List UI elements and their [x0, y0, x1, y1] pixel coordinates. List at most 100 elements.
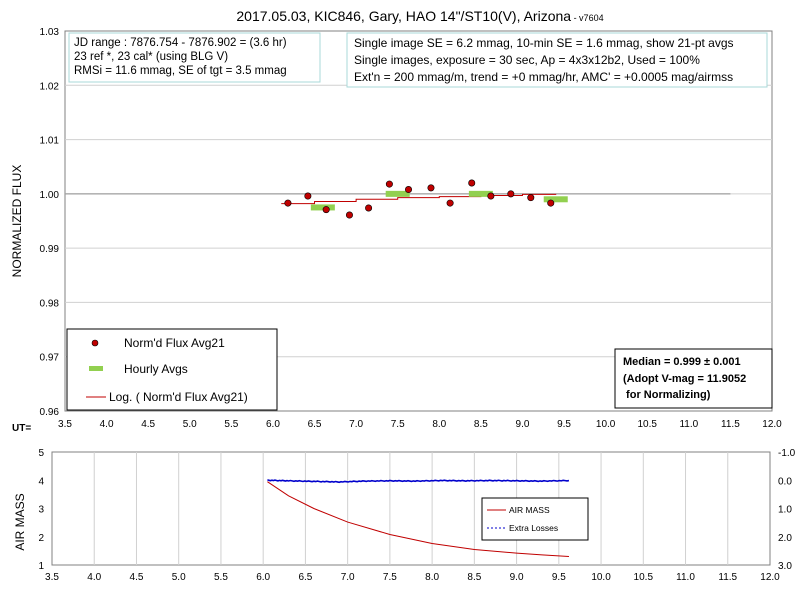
flux-x-tick-label: 9.0	[516, 419, 530, 430]
hourly-avg-bar	[468, 190, 493, 197]
airmass-y2-tick-label: 3.0	[778, 561, 792, 572]
airmass-x-tick-label: 9.5	[552, 572, 566, 583]
info-right-line-2: Single images, exposure = 30 sec, Ap = 4…	[354, 53, 700, 67]
info-left-line-1: JD range : 7876.754 - 7876.902 = (3.6 hr…	[74, 37, 287, 49]
legend-extra-label: Extra Losses	[509, 523, 558, 533]
airmass-legend: AIR MASS Extra Losses	[481, 497, 589, 541]
airmass-plot-area	[51, 451, 771, 566]
flux-y-tick-label: 1.02	[40, 81, 60, 92]
hourly-avg-bar	[385, 190, 410, 197]
flux-legend: Norm'd Flux Avg21 Hourly Avgs Log. ( Nor…	[66, 328, 278, 411]
ut-label: UT=	[12, 423, 31, 434]
flux-point	[365, 204, 373, 212]
flux-x-tick-label: 4.0	[100, 419, 114, 430]
airmass-x-tick-label: 8.5	[467, 572, 481, 583]
airmass-y-tick-label: 5	[38, 448, 44, 459]
median-box: Median = 0.999 ± 0.001 (Adopt V-mag = 11…	[614, 348, 773, 409]
airmass-y-tick-label: 4	[38, 476, 44, 487]
median-line-3: for Normalizing)	[623, 389, 711, 401]
flux-y-tick-label: 1.01	[40, 136, 60, 147]
flux-x-tick-label: 11.5	[721, 419, 740, 430]
chart-title: 2017.05.03, KIC846, Gary, HAO 14"/ST10(V…	[236, 8, 603, 24]
legend-trend-label: Log. ( Norm'd Flux Avg21)	[109, 390, 248, 404]
flux-x-tick-label: 10.0	[596, 419, 616, 430]
flux-x-tick-label: 6.0	[266, 419, 280, 430]
flux-x-tick-label: 9.5	[557, 419, 571, 430]
legend-flux-label: Norm'd Flux Avg21	[124, 336, 225, 350]
flux-x-ticks: 3.5 4.0 4.5 5.0 5.5 6.0 6.5 7.0 7.5 8.0 8.5 9.0 9.5 1…	[58, 419, 782, 430]
flux-point	[284, 199, 292, 207]
info-box-left: JD range : 7876.754 - 7876.902 = (3.6 hr…	[68, 32, 321, 83]
info-box-right: Single image SE = 6.2 mmag, 10-min SE = …	[346, 32, 768, 88]
flux-x-tick-label: 10.5	[638, 419, 658, 430]
flux-x-tick-label: 8.0	[432, 419, 446, 430]
airmass-y-tick-label: 2	[38, 533, 44, 544]
flux-x-tick-label: 12.0	[762, 419, 782, 430]
extra-losses-line	[267, 479, 570, 484]
flux-point	[427, 184, 435, 192]
flux-point	[345, 211, 353, 219]
info-left-line-3: RMSi = 11.6 mmag, SE of tgt = 3.5 mmag	[74, 65, 287, 77]
airmass-x-tick-label: 5.5	[214, 572, 228, 583]
flux-point	[304, 192, 312, 200]
airmass-y2-tick-label: 2.0	[778, 533, 792, 544]
flux-point	[405, 186, 413, 194]
airmass-x-tick-label: 11.0	[676, 572, 695, 583]
flux-point	[385, 180, 393, 188]
flux-x-tick-label: 11.0	[679, 419, 698, 430]
airmass-y2-tick-label: -1.0	[778, 448, 796, 459]
airmass-y2-ticks: -1.0 0.0 1.0 2.0 3.0	[778, 448, 796, 572]
flux-y-axis-title: NORMALIZED FLUX	[10, 165, 24, 278]
hourly-avgs	[310, 190, 568, 211]
airmass-y2-tick-label: 1.0	[778, 505, 792, 516]
median-line-2: (Adopt V-mag = 11.9052	[623, 373, 746, 385]
airmass-y-axis-title: AIR MASS	[13, 493, 27, 550]
airmass-x-tick-label: 4.0	[87, 572, 101, 583]
flux-point	[527, 194, 535, 202]
airmass-y-tick-label: 1	[38, 561, 44, 572]
flux-x-tick-label: 7.0	[349, 419, 363, 430]
airmass-x-tick-label: 6.0	[256, 572, 270, 583]
airmass-x-tick-label: 7.5	[383, 572, 397, 583]
hourly-avg-bar	[310, 204, 335, 211]
flux-y-tick-label: 0.98	[40, 298, 60, 309]
flux-y-tick-label: 0.97	[40, 353, 60, 364]
flux-point	[547, 199, 555, 207]
flux-x-tick-label: 5.5	[224, 419, 238, 430]
airmass-x-tick-label: 11.5	[718, 572, 737, 583]
airmass-x-tick-label: 9.0	[510, 572, 524, 583]
flux-y-tick-label: 0.99	[40, 244, 60, 255]
airmass-plot: 3.5 4.0 4.5 5.0 5.5 6.0 6.5 7.0 7.5 8.0 8.5 9.0 9.5 1…	[13, 448, 796, 583]
median-line-1: Median = 0.999 ± 0.001	[623, 356, 741, 368]
flux-point	[446, 199, 454, 207]
legend-hourly-marker	[89, 366, 103, 371]
trend-line	[281, 193, 557, 205]
info-left-line-2: 23 ref *, 23 cal* (using BLG V)	[74, 51, 228, 63]
flux-point	[322, 206, 330, 214]
airmass-y-ticks: 1 2 3 4 5	[38, 448, 44, 572]
legend-airmass-label: AIR MASS	[509, 505, 550, 515]
flux-x-tick-label: 4.5	[141, 419, 155, 430]
flux-point	[507, 190, 515, 198]
flux-x-tick-label: 3.5	[58, 419, 72, 430]
airmass-x-tick-label: 10.0	[591, 572, 611, 583]
airmass-x-tick-label: 5.0	[172, 572, 186, 583]
airmass-y2-tick-label: 0.0	[778, 476, 792, 487]
airmass-x-tick-label: 7.0	[341, 572, 355, 583]
flux-points	[284, 179, 555, 219]
legend-hourly-label: Hourly Avgs	[124, 362, 188, 376]
chart-title-version: - v7604	[571, 13, 604, 23]
flux-y-ticks: 0.96 0.97 0.98 0.99 1.00 1.01 1.02 1.03	[40, 27, 60, 418]
flux-y-tick-label: 1.00	[40, 190, 60, 201]
airmass-x-tick-label: 10.5	[634, 572, 654, 583]
airmass-x-tick-label: 8.0	[425, 572, 439, 583]
flux-y-tick-label: 1.03	[40, 27, 60, 38]
info-right-line-3: Ext'n = 200 mmag/m, trend = +0 mmag/hr, …	[354, 70, 733, 84]
info-right-line-1: Single image SE = 6.2 mmag, 10-min SE = …	[354, 36, 734, 50]
flux-x-tick-label: 5.0	[183, 419, 197, 430]
airmass-x-tick-label: 6.5	[298, 572, 312, 583]
flux-x-tick-label: 6.5	[308, 419, 322, 430]
hourly-avg-bar	[543, 196, 568, 203]
flux-x-tick-label: 8.5	[474, 419, 488, 430]
